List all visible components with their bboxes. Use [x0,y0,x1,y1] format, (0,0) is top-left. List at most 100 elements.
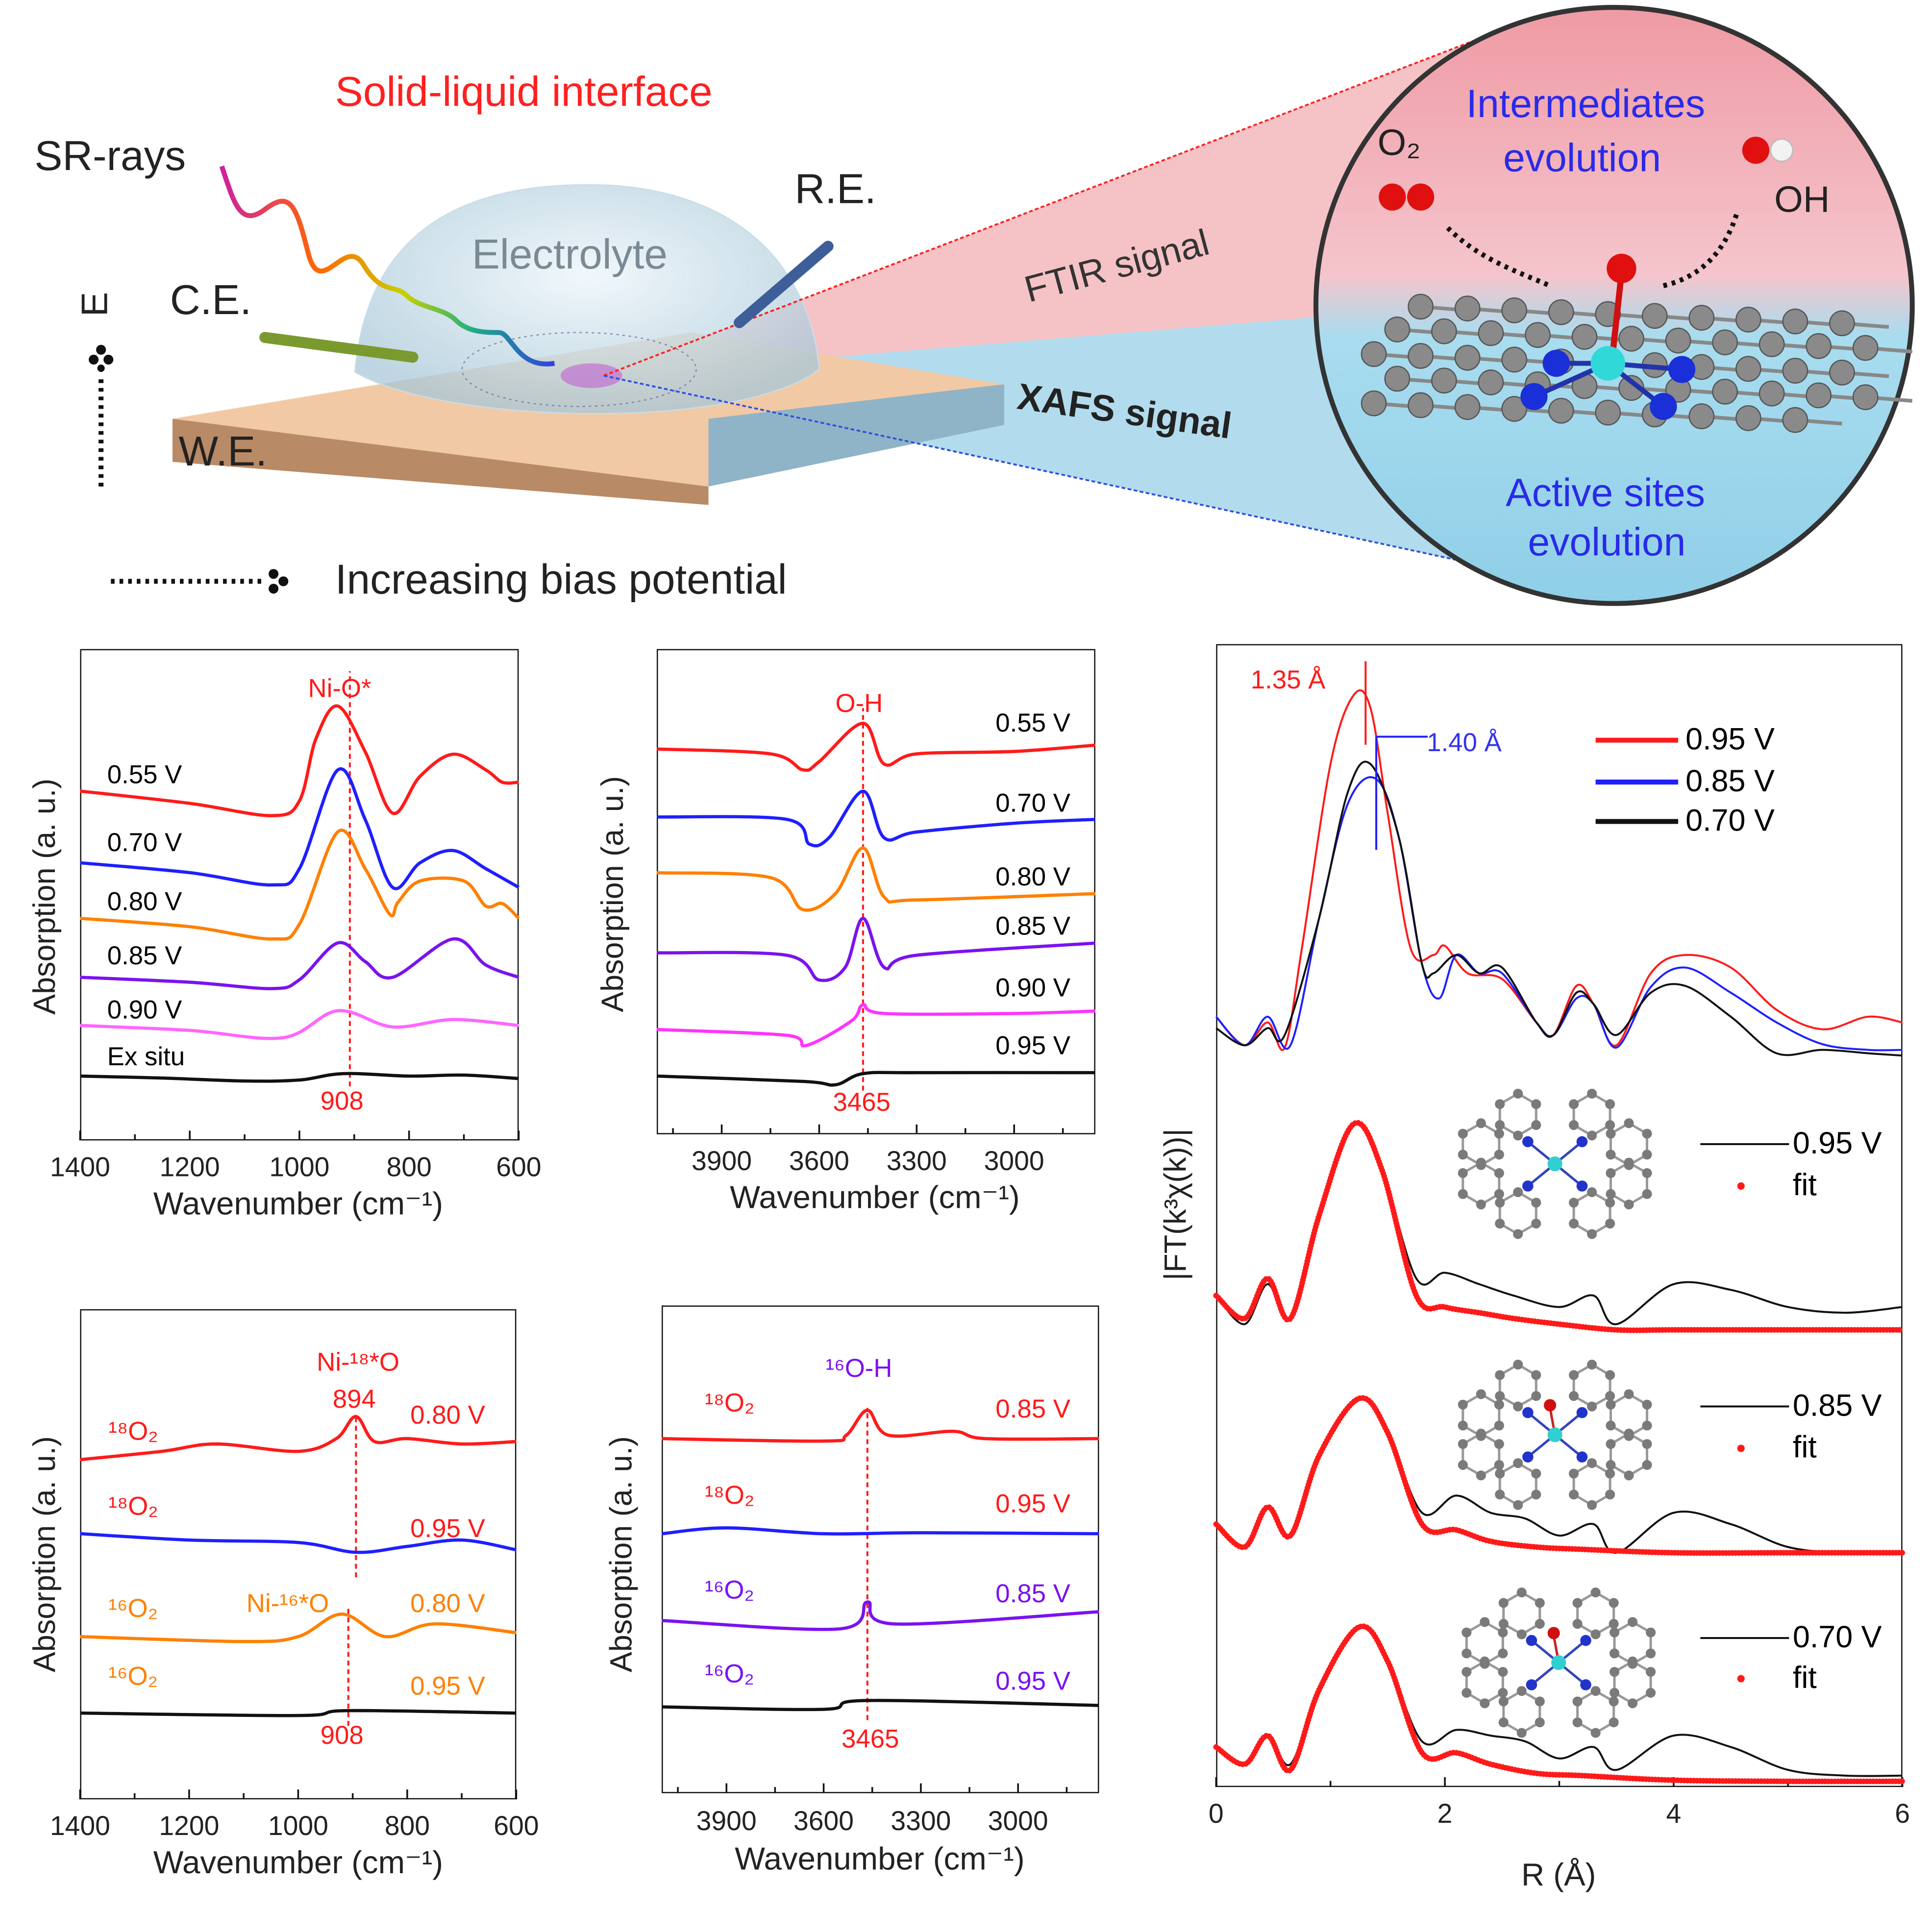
carbon-atom [1605,1490,1615,1500]
isotope-label: ¹⁸O₂ [705,1481,755,1510]
carbon-atom [1458,1189,1468,1199]
carbon-atom [1829,310,1855,337]
carbon-atom [1461,1648,1472,1659]
carbon-atom [1806,333,1832,359]
carbon-atom [1646,1648,1656,1659]
counter-electrode [259,332,419,363]
nitrogen-atom [1520,383,1548,410]
series-line [80,1532,517,1554]
isotope-label: ¹⁶O₂ [705,1660,754,1689]
isotope-label: ¹⁸O₂ [108,1493,158,1521]
carbon-atom [1609,1598,1619,1608]
bias-label: Increasing bias potential [335,557,787,604]
carbon-atom [1712,378,1738,405]
series-line [656,1071,1095,1087]
carbon-atom [1642,1420,1652,1431]
potential-label: 0.95 V [995,1490,1070,1519]
carbon-atom [1642,1168,1652,1178]
carbon-atom [1609,1648,1620,1659]
carbon-atom [1606,1460,1616,1470]
carbon-atom [1569,1490,1579,1500]
series-label: 0.70 V [995,789,1070,818]
peak-position-label: 908 [320,1087,364,1116]
series-label: 0.55 V [995,709,1070,738]
potential-label: 0.85 V [995,1395,1070,1424]
carbon-atom [1606,1128,1616,1139]
x-tick-label: 3300 [886,1145,947,1176]
carbon-atom [1535,1696,1545,1707]
active-sites-evolution-label: evolution [1528,519,1686,564]
x-tick-label: 800 [386,1151,432,1182]
o2-label: O₂ [1377,123,1421,164]
carbon-atom [1513,1458,1523,1468]
carbon-atom [1759,380,1785,407]
carbon-atom [1513,1500,1523,1510]
catalyst-lattice [1361,253,1913,433]
carbon-atom [1548,397,1574,424]
legend-label: 0.70 V [1685,804,1775,838]
nickel-atom [1551,1655,1566,1670]
ftir-red-line [603,24,1516,377]
carbon-atom [1480,1617,1490,1627]
carbon-atom [1513,1088,1523,1099]
oxygen-atom [1544,1399,1557,1412]
carbon-atom [1494,1128,1504,1139]
carbon-atom [1569,1391,1579,1401]
nitrogen-atom [1668,356,1696,383]
nitrogen-atom [1526,1679,1537,1690]
carbon-atom [1688,403,1715,429]
x-tick-label: 600 [496,1151,542,1182]
carbon-atom [1531,1468,1541,1479]
series-label: 0.80 V [107,888,182,917]
carbon-atom [1498,1627,1508,1638]
plot-area [1213,661,1905,1787]
carbon-atom [1587,1130,1597,1141]
carbon-atom [1525,322,1551,348]
carbon-atom [1624,1118,1634,1128]
carbon-atom [1852,335,1879,361]
carbon-atom [1498,1717,1509,1728]
potential-label: 0.95 V [995,1667,1070,1696]
nitrogen-atom [1580,1635,1591,1646]
carbon-atom [1361,390,1387,416]
carbon-atom [1516,1587,1527,1598]
carbon-atom [1513,1187,1523,1198]
carbon-atom [1642,1460,1652,1470]
peak-label: O-H [835,689,883,718]
series-label: 0.55 V [107,761,182,790]
carbon-atom [1498,1598,1509,1608]
oxygen-atom [1547,1627,1560,1640]
series-label: 0.95 V [995,1032,1070,1061]
carbon-atom [1498,1667,1508,1677]
x-tick-label: 4 [1666,1798,1682,1829]
isotope-label: ¹⁸O₂ [705,1389,755,1418]
legend-label: 0.95 V [1792,1126,1882,1161]
carbon-atom [1590,1686,1601,1696]
nitrogen-atom [1542,349,1570,377]
x-tick-label: 600 [494,1810,539,1841]
fit-point [1899,1778,1905,1785]
ni-n4-site-structure-icon [1458,1088,1652,1239]
carbon-atom [1458,1420,1468,1431]
carbon-atom [1590,1629,1601,1640]
oxygen-atom [1607,253,1636,284]
series-line [656,789,1096,848]
peak-position-label: 3465 [833,1088,891,1117]
working-electrode-front [172,418,709,505]
carbon-atom [1605,1219,1615,1229]
carbon-atom [1624,1389,1634,1399]
x-axis-title: Wavenumber (cm⁻¹) [735,1840,1025,1877]
bias-arrow-head-icon [269,569,289,594]
series-line [1215,1397,1903,1554]
carbon-atom [1494,1150,1504,1160]
carbon-atom [1605,1198,1615,1208]
carbon-atom [1605,1099,1615,1109]
carbon-atom [1688,305,1715,331]
carbon-atom [1461,1667,1472,1677]
x-tick-label: 3000 [984,1145,1044,1176]
carbon-atom [1569,1219,1579,1229]
carbon-atom [1606,1168,1616,1178]
intermediates-evolution-label: evolution [1503,135,1661,180]
carbon-atom [1495,1198,1505,1208]
carbon-atom [1572,1598,1583,1608]
